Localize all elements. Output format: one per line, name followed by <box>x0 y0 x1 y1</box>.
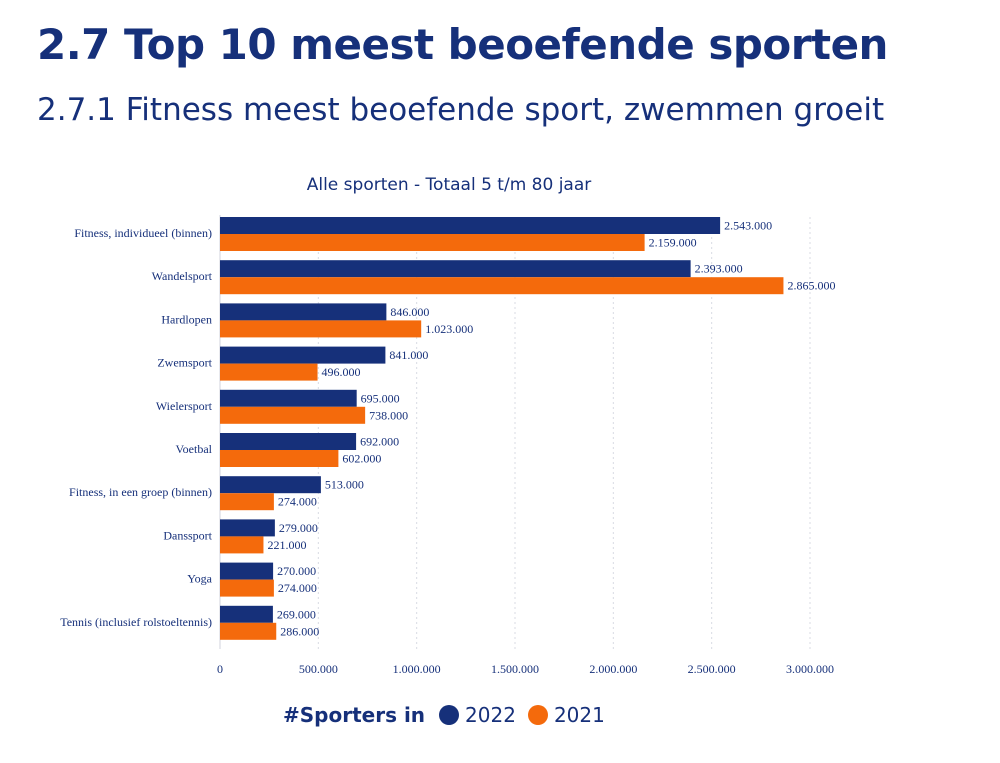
value-label-2021: 274.000 <box>278 581 317 595</box>
bar-2022 <box>220 433 357 450</box>
value-label-2022: 2.393.000 <box>695 262 743 276</box>
bar-2021 <box>220 320 422 338</box>
bar-2022 <box>220 605 273 623</box>
bar-2021 <box>220 493 274 511</box>
category-label: Wielersport <box>156 399 213 413</box>
bars <box>220 217 784 640</box>
value-label-2021: 2.159.000 <box>649 236 697 250</box>
x-tick-label: 0 <box>217 662 223 676</box>
x-tick-label: 3.000.000 <box>786 662 834 676</box>
category-label: Wandelsport <box>152 269 213 283</box>
bar-2021 <box>220 622 277 640</box>
bar-2021 <box>220 363 318 381</box>
bar-2022 <box>220 476 321 494</box>
x-tick-label: 2.500.000 <box>688 662 736 676</box>
x-tick-labels: 0 500.000 1.000.000 1.500.000 2.000.000 2.500… <box>217 662 834 676</box>
legend-swatch-2021 <box>527 705 548 725</box>
category-label: Fitness, in een groep (binnen) <box>69 485 212 499</box>
value-label-2021: 602.000 <box>342 452 381 466</box>
category-label: Voetbal <box>176 442 213 456</box>
value-label-2021: 274.000 <box>278 495 317 509</box>
value-label-2022: 846.000 <box>390 305 429 319</box>
bar-2022 <box>220 519 275 537</box>
x-tick-label: 2.000.000 <box>589 662 637 676</box>
value-label-2021: 1.023.000 <box>425 322 473 336</box>
value-label-2021: 496.000 <box>322 365 361 379</box>
value-label-2022: 513.000 <box>325 478 364 492</box>
bar-2022 <box>220 303 387 321</box>
category-label: Yoga <box>187 572 212 586</box>
bar-2022 <box>220 260 691 278</box>
value-label-2021: 286.000 <box>280 624 319 638</box>
bar-2022 <box>220 217 721 234</box>
value-label-2021: 738.000 <box>369 408 408 422</box>
bar-2021 <box>220 536 264 554</box>
legend-title: #Sporters in <box>283 703 426 727</box>
value-label-2022: 692.000 <box>360 435 399 449</box>
legend-item-2021: 2021 <box>527 703 605 727</box>
bar-2021 <box>220 406 366 424</box>
bar-2021 <box>220 234 645 251</box>
chart-title: Alle sporten - Totaal 5 t/m 80 jaar <box>307 175 592 195</box>
value-label-2022: 279.000 <box>279 521 318 535</box>
page-title: 2.7 Top 10 meest beoefende sporten <box>37 20 888 69</box>
legend-item-2022: 2022 <box>439 703 516 727</box>
bar-2022 <box>220 389 357 407</box>
bar-2022 <box>220 562 274 580</box>
page-subtitle: 2.7.1 Fitness meest beoefende sport, zwe… <box>37 92 885 128</box>
x-tick-label: 1.500.000 <box>491 662 539 676</box>
bar-2022 <box>220 346 386 364</box>
value-label-2022: 270.000 <box>277 564 316 578</box>
value-label-2022: 2.543.000 <box>724 219 772 233</box>
legend: #Sporters in 2022 2021 <box>283 700 617 730</box>
category-labels: Fitness, individueel (binnen) Wandelsport… <box>60 226 212 629</box>
value-label-2021: 221.000 <box>267 538 306 552</box>
category-label: Hardlopen <box>161 312 212 326</box>
category-label: Tennis (inclusief rolstoeltennis) <box>60 615 212 629</box>
legend-label-2022: 2022 <box>465 703 516 727</box>
category-label: Danssport <box>163 528 212 542</box>
category-label: Fitness, individueel (binnen) <box>74 226 212 240</box>
value-label-2022: 269.000 <box>277 607 316 621</box>
legend-label-2021: 2021 <box>553 703 605 727</box>
value-labels: 2.543.000 2.159.000 2.393.000 2.865.000 846.… <box>267 219 835 639</box>
category-label: Zwemsport <box>157 356 212 370</box>
x-tick-label: 1.000.000 <box>393 662 441 676</box>
value-label-2022: 841.000 <box>389 348 428 362</box>
value-label-2022: 695.000 <box>361 391 400 405</box>
bar-2021 <box>220 579 274 597</box>
bar-2021 <box>220 277 784 295</box>
value-label-2021: 2.865.000 <box>787 279 835 293</box>
legend-swatch-2022 <box>439 705 460 725</box>
bar-2021 <box>220 450 339 467</box>
x-tick-label: 500.000 <box>299 662 338 676</box>
